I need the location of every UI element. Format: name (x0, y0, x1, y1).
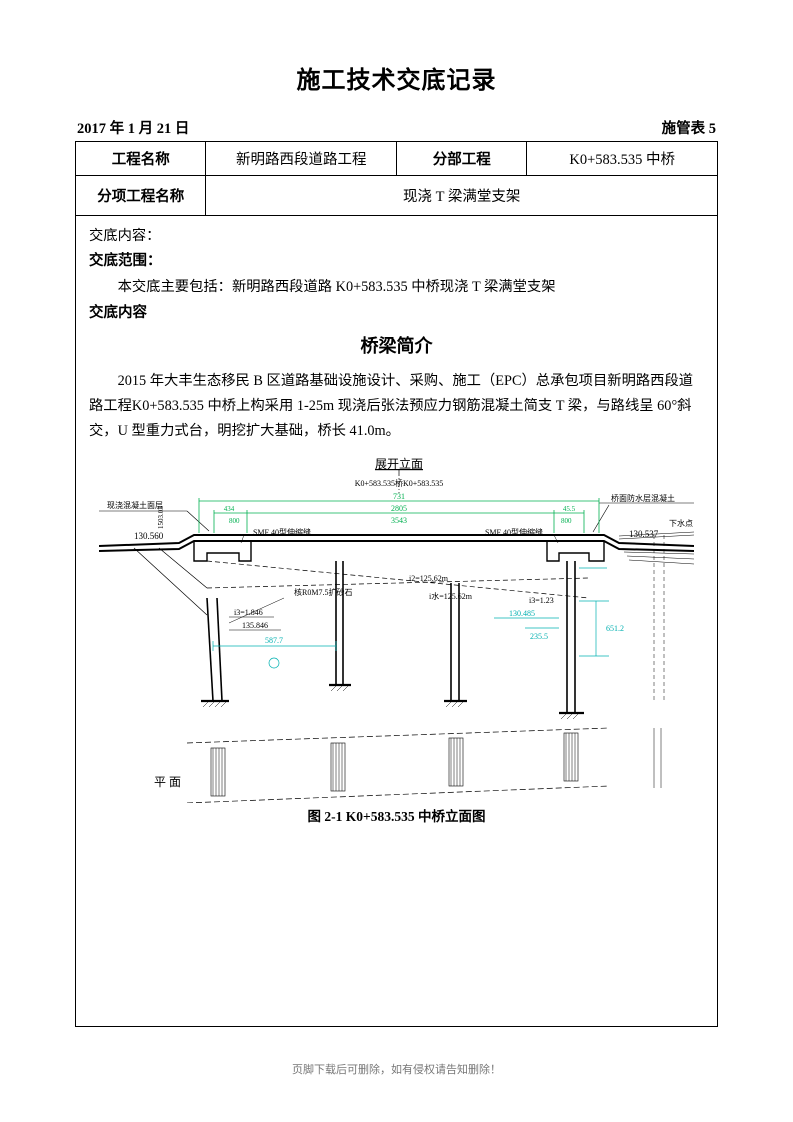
section-value: K0+583.535 中桥 (527, 142, 718, 176)
beam-label-l: SMF 40型伸缩缝 (253, 527, 311, 537)
dim-800l: 800 (229, 517, 240, 525)
bridge-para: 2015 年大丰生态移民 B 区道路基础设施设计、采购、施工（EPC）总承包项目… (89, 369, 704, 445)
dim-587: 587.7 (265, 636, 283, 645)
meta-row: 2017 年 1 月 21 日 施管表 5 (75, 117, 718, 138)
ground1: i2=125.62m (409, 574, 449, 583)
subitem-value: 现浇 T 梁满堂支架 (206, 176, 718, 216)
beam-label-r: SMF 40型伸缩缝 (485, 527, 543, 537)
pile-dim3: 651.2 (606, 624, 624, 633)
project-name-value: 新明路西段道路工程 (206, 142, 397, 176)
elevation-diagram: 展开立面 K0+583.535桥K0+583.535 现浇混凝土面层 130.5… (99, 453, 694, 803)
dim-l2: 434 (224, 505, 235, 513)
scope-text: 本交底主要包括：新明路西段道路 K0+583.535 中桥现浇 T 梁满堂支架 (89, 275, 704, 300)
left-elev: 130.560 (134, 531, 164, 541)
left-elev2: 1503.03 (157, 506, 165, 529)
slope1: i3=1.846 (234, 608, 263, 617)
abut-l: 731 (393, 492, 405, 501)
dim-r2: 45.5 (563, 505, 576, 513)
plan-title: 平 面 (154, 775, 181, 789)
slope2: i3=1.23 (529, 596, 554, 605)
subitem-label: 分项工程名称 (76, 176, 206, 216)
figure-caption: 图 2-1 K0+583.535 中桥立面图 (89, 805, 704, 829)
span-lower: 3543 (391, 516, 407, 525)
doc-date: 2017 年 1 月 21 日 (77, 117, 189, 138)
page-title: 施工技术交底记录 (75, 60, 718, 95)
span-total: 2805 (391, 504, 407, 513)
pile-dim2: 235.5 (530, 632, 548, 641)
elev-bot: 135.846 (242, 621, 268, 630)
bridge-intro-title: 桥梁简介 (89, 330, 704, 362)
form-id: 施管表 5 (662, 117, 716, 138)
content-hdr: 交底内容： (89, 224, 704, 249)
main-content-hdr: 交底内容 (89, 301, 704, 327)
right-note2: 下水点 (669, 518, 693, 528)
dim-800r: 800 (561, 517, 572, 525)
project-name-label: 工程名称 (76, 142, 206, 176)
pile-dim1: 130.485 (509, 609, 535, 618)
diagram-title: 展开立面 (375, 456, 423, 471)
section-label: 分部工程 (397, 142, 527, 176)
footer-note: 页脚下载后可删除，如有侵权请告知删除！ (0, 1061, 793, 1077)
left-note: 现浇混凝土面层 (107, 500, 163, 510)
right-note: 桥面防水层混凝土 (611, 493, 675, 503)
header-table: 工程名称 新明路西段道路工程 分部工程 K0+583.535 中桥 分项工程名称… (75, 141, 718, 1027)
scope-hdr: 交底范围： (89, 249, 704, 275)
content-body: 交底内容： 交底范围： 本交底主要包括：新明路西段道路 K0+583.535 中… (76, 216, 717, 1026)
